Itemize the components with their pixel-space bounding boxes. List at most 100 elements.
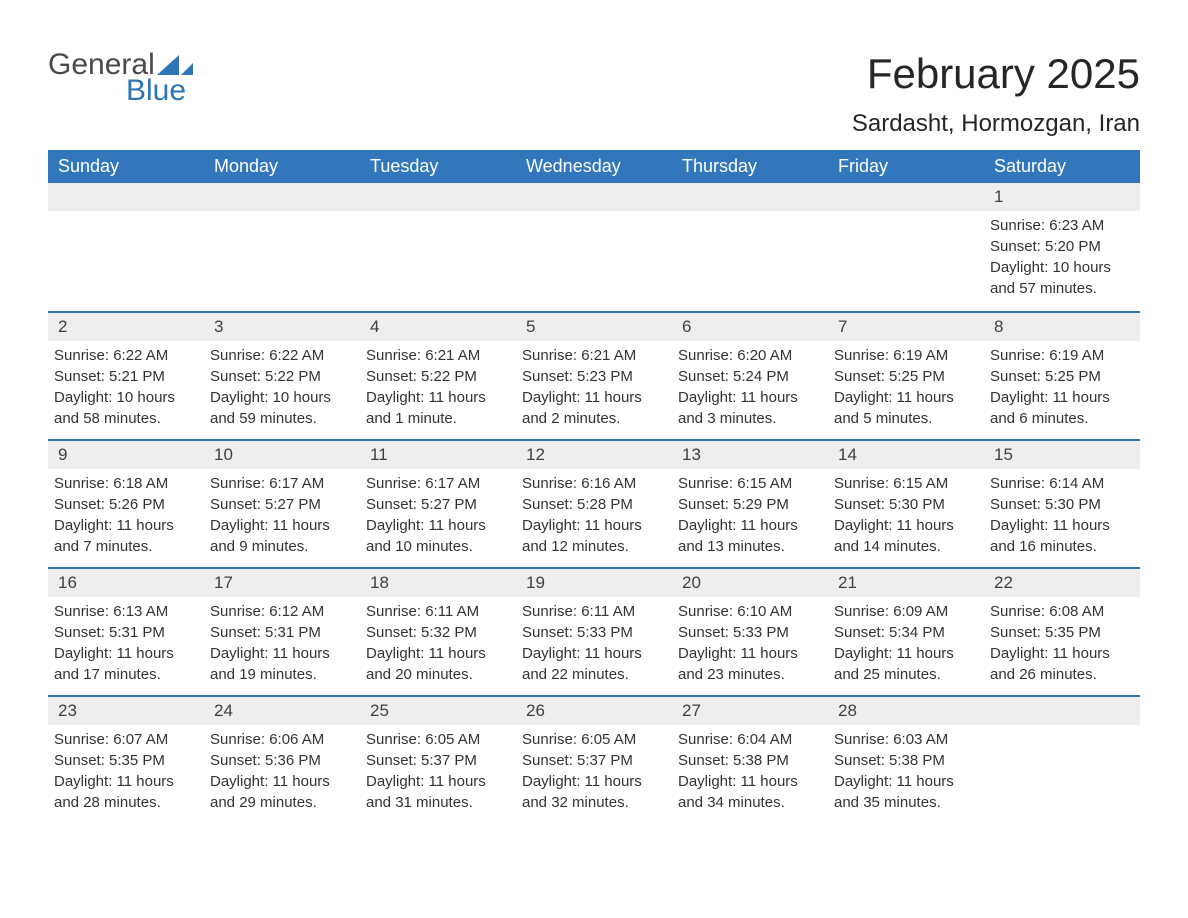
day-cell: 19Sunrise: 6:11 AMSunset: 5:33 PMDayligh… <box>516 569 672 695</box>
day-number <box>672 183 828 211</box>
sunset-line: Sunset: 5:23 PM <box>522 366 666 387</box>
sunrise-line: Sunrise: 6:05 AM <box>366 729 510 750</box>
daylight-line: Daylight: 11 hours and 17 minutes. <box>54 643 198 685</box>
day-cell: 15Sunrise: 6:14 AMSunset: 5:30 PMDayligh… <box>984 441 1140 567</box>
day-number: 11 <box>360 441 516 469</box>
sunrise-line: Sunrise: 6:06 AM <box>210 729 354 750</box>
day-number: 5 <box>516 313 672 341</box>
daylight-line: Daylight: 11 hours and 19 minutes. <box>210 643 354 685</box>
day-cell <box>204 183 360 311</box>
day-cell: 4Sunrise: 6:21 AMSunset: 5:22 PMDaylight… <box>360 313 516 439</box>
sunrise-line: Sunrise: 6:10 AM <box>678 601 822 622</box>
day-cell: 18Sunrise: 6:11 AMSunset: 5:32 PMDayligh… <box>360 569 516 695</box>
sunrise-line: Sunrise: 6:07 AM <box>54 729 198 750</box>
sunset-line: Sunset: 5:37 PM <box>366 750 510 771</box>
sunset-line: Sunset: 5:25 PM <box>834 366 978 387</box>
logo: General Blue <box>48 50 193 106</box>
day-cell <box>516 183 672 311</box>
day-number: 9 <box>48 441 204 469</box>
sunrise-line: Sunrise: 6:04 AM <box>678 729 822 750</box>
sunrise-line: Sunrise: 6:15 AM <box>834 473 978 494</box>
sunrise-line: Sunrise: 6:11 AM <box>366 601 510 622</box>
day-cell: 9Sunrise: 6:18 AMSunset: 5:26 PMDaylight… <box>48 441 204 567</box>
day-cell: 20Sunrise: 6:10 AMSunset: 5:33 PMDayligh… <box>672 569 828 695</box>
header: General Blue February 2025 Sardasht, Hor… <box>48 50 1140 138</box>
day-number: 25 <box>360 697 516 725</box>
sunrise-line: Sunrise: 6:09 AM <box>834 601 978 622</box>
day-cell: 2Sunrise: 6:22 AMSunset: 5:21 PMDaylight… <box>48 313 204 439</box>
day-number <box>48 183 204 211</box>
sunset-line: Sunset: 5:37 PM <box>522 750 666 771</box>
day-number: 28 <box>828 697 984 725</box>
sunrise-line: Sunrise: 6:12 AM <box>210 601 354 622</box>
day-number: 15 <box>984 441 1140 469</box>
sunset-line: Sunset: 5:30 PM <box>990 494 1134 515</box>
sunrise-line: Sunrise: 6:17 AM <box>366 473 510 494</box>
daylight-line: Daylight: 11 hours and 29 minutes. <box>210 771 354 813</box>
sunset-line: Sunset: 5:26 PM <box>54 494 198 515</box>
daylight-line: Daylight: 10 hours and 58 minutes. <box>54 387 198 429</box>
sunset-line: Sunset: 5:38 PM <box>678 750 822 771</box>
daylight-line: Daylight: 11 hours and 31 minutes. <box>366 771 510 813</box>
daylight-line: Daylight: 11 hours and 22 minutes. <box>522 643 666 685</box>
sunrise-line: Sunrise: 6:19 AM <box>990 345 1134 366</box>
sunset-line: Sunset: 5:31 PM <box>54 622 198 643</box>
day-cell: 28Sunrise: 6:03 AMSunset: 5:38 PMDayligh… <box>828 697 984 823</box>
day-cell: 14Sunrise: 6:15 AMSunset: 5:30 PMDayligh… <box>828 441 984 567</box>
daylight-line: Daylight: 11 hours and 6 minutes. <box>990 387 1134 429</box>
daylight-line: Daylight: 10 hours and 57 minutes. <box>990 257 1134 299</box>
day-cell <box>984 697 1140 823</box>
day-cell <box>360 183 516 311</box>
sunset-line: Sunset: 5:27 PM <box>210 494 354 515</box>
day-cell: 13Sunrise: 6:15 AMSunset: 5:29 PMDayligh… <box>672 441 828 567</box>
daylight-line: Daylight: 11 hours and 35 minutes. <box>834 771 978 813</box>
sunset-line: Sunset: 5:21 PM <box>54 366 198 387</box>
day-number <box>360 183 516 211</box>
sunset-line: Sunset: 5:32 PM <box>366 622 510 643</box>
day-header-cell: Sunday <box>48 150 204 183</box>
day-cell <box>828 183 984 311</box>
day-cell <box>672 183 828 311</box>
daylight-line: Daylight: 11 hours and 3 minutes. <box>678 387 822 429</box>
sunset-line: Sunset: 5:24 PM <box>678 366 822 387</box>
day-cell: 3Sunrise: 6:22 AMSunset: 5:22 PMDaylight… <box>204 313 360 439</box>
sunrise-line: Sunrise: 6:08 AM <box>990 601 1134 622</box>
sunrise-line: Sunrise: 6:23 AM <box>990 215 1134 236</box>
week-row: 23Sunrise: 6:07 AMSunset: 5:35 PMDayligh… <box>48 695 1140 823</box>
day-number: 14 <box>828 441 984 469</box>
day-cell: 11Sunrise: 6:17 AMSunset: 5:27 PMDayligh… <box>360 441 516 567</box>
day-header-cell: Tuesday <box>360 150 516 183</box>
daylight-line: Daylight: 11 hours and 26 minutes. <box>990 643 1134 685</box>
sunrise-line: Sunrise: 6:14 AM <box>990 473 1134 494</box>
sunrise-line: Sunrise: 6:21 AM <box>522 345 666 366</box>
sunset-line: Sunset: 5:35 PM <box>54 750 198 771</box>
day-cell: 24Sunrise: 6:06 AMSunset: 5:36 PMDayligh… <box>204 697 360 823</box>
sunrise-line: Sunrise: 6:21 AM <box>366 345 510 366</box>
sunrise-line: Sunrise: 6:18 AM <box>54 473 198 494</box>
day-number <box>828 183 984 211</box>
day-number: 18 <box>360 569 516 597</box>
day-cell: 26Sunrise: 6:05 AMSunset: 5:37 PMDayligh… <box>516 697 672 823</box>
day-number: 27 <box>672 697 828 725</box>
sunset-line: Sunset: 5:20 PM <box>990 236 1134 257</box>
sunrise-line: Sunrise: 6:19 AM <box>834 345 978 366</box>
daylight-line: Daylight: 11 hours and 10 minutes. <box>366 515 510 557</box>
day-number <box>984 697 1140 725</box>
daylight-line: Daylight: 11 hours and 13 minutes. <box>678 515 822 557</box>
day-number: 20 <box>672 569 828 597</box>
calendar: SundayMondayTuesdayWednesdayThursdayFrid… <box>48 150 1140 823</box>
day-cell: 10Sunrise: 6:17 AMSunset: 5:27 PMDayligh… <box>204 441 360 567</box>
day-cell: 5 Sunrise: 6:21 AMSunset: 5:23 PMDaylight… <box>516 313 672 439</box>
daylight-line: Daylight: 11 hours and 2 minutes. <box>522 387 666 429</box>
sunset-line: Sunset: 5:35 PM <box>990 622 1134 643</box>
sunset-line: Sunset: 5:31 PM <box>210 622 354 643</box>
day-header-cell: Monday <box>204 150 360 183</box>
day-number: 13 <box>672 441 828 469</box>
daylight-line: Daylight: 11 hours and 5 minutes. <box>834 387 978 429</box>
day-cell: 23Sunrise: 6:07 AMSunset: 5:35 PMDayligh… <box>48 697 204 823</box>
day-cell: 1Sunrise: 6:23 AMSunset: 5:20 PMDaylight… <box>984 183 1140 311</box>
sunset-line: Sunset: 5:34 PM <box>834 622 978 643</box>
day-number: 6 <box>672 313 828 341</box>
week-row: 2Sunrise: 6:22 AMSunset: 5:21 PMDaylight… <box>48 311 1140 439</box>
sunrise-line: Sunrise: 6:20 AM <box>678 345 822 366</box>
